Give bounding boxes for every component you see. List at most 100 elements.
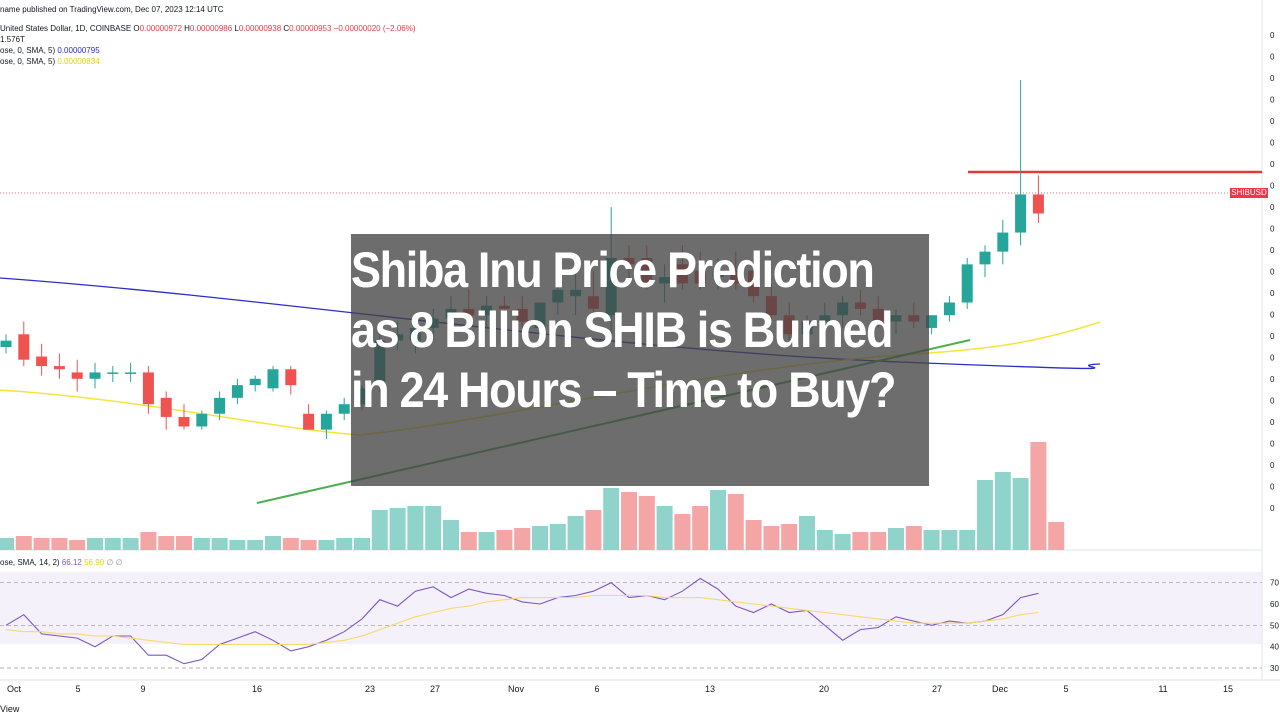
rsi-value: 66.12 [61, 558, 82, 567]
price-axis-tick: 0 [1270, 117, 1275, 126]
symbol-line: United States Dollar, 1D, COINBASE O 0.00… [0, 23, 416, 34]
volume-bar [354, 538, 370, 550]
price-axis-tick: 0 [1270, 483, 1275, 492]
volume-bar [994, 472, 1011, 550]
volume-bar [692, 506, 709, 550]
volume-bar [211, 538, 228, 550]
volume-bar [603, 488, 620, 550]
symbol-label: United States Dollar, 1D, COINBASE [0, 24, 132, 33]
volume-bar [977, 480, 993, 550]
volume-bar [638, 496, 655, 550]
candle-body [0, 340, 12, 347]
price-axis-tick: 0 [1270, 289, 1275, 298]
volume-bar [870, 532, 887, 550]
price-axis-tick: 0 [1270, 139, 1275, 148]
volume-bar [941, 530, 958, 550]
volume-bar [710, 490, 726, 550]
volume-bar [247, 540, 264, 550]
volume-bar [0, 538, 14, 550]
candle-body [267, 369, 279, 389]
volume-bar [425, 506, 442, 550]
time-axis-tick: 15 [1223, 684, 1233, 694]
time-axis-tick: 11 [1158, 684, 1167, 694]
volume-bar [229, 540, 246, 550]
volume-bar [745, 520, 762, 550]
ohlc-high-label: H [184, 24, 190, 33]
price-tag: SHIBUSD [1230, 188, 1268, 198]
rsi-band [0, 572, 1262, 644]
rsi-line [5, 577, 1039, 665]
ohlc-high: 0.00000986 [189, 24, 233, 33]
sma1-legend: ose, 0, SMA, 5) 0.00000795 [0, 45, 100, 56]
candle-body [125, 372, 137, 374]
volume-bar [923, 530, 940, 550]
candle-body [89, 372, 101, 379]
price-axis-tick: 0 [1270, 354, 1275, 363]
volume-bar [87, 538, 103, 550]
time-axis-tick: 13 [705, 684, 715, 694]
volume-bar [300, 540, 317, 550]
volume-bar [1048, 522, 1065, 550]
price-axis-tick: 0 [1270, 74, 1275, 83]
candle-body [178, 416, 190, 427]
volume-bar [727, 494, 744, 550]
ohlc-open-label: O [133, 24, 140, 33]
volume-bar [336, 538, 353, 550]
volume-bar [959, 530, 976, 550]
volume-bar [567, 516, 584, 550]
sma1-label: ose, 0, SMA, 5) [0, 46, 56, 55]
volume-bar [478, 532, 495, 550]
candle-body [320, 413, 332, 430]
volume-bar [763, 526, 780, 550]
candle-body [303, 413, 315, 430]
volume-bar [460, 532, 477, 550]
volume-bar [176, 536, 192, 550]
volume-bar [69, 540, 86, 550]
candle-body [231, 385, 243, 398]
time-axis-tick: 6 [594, 684, 599, 694]
candle-body [943, 302, 955, 316]
volume-bar [33, 538, 50, 550]
volume-bar [282, 538, 299, 550]
volume-bar [1012, 478, 1029, 550]
volume-bar [905, 526, 922, 550]
candle-body [285, 369, 297, 386]
volume-bar [888, 528, 904, 550]
price-axis-tick: 0 [1270, 31, 1275, 40]
price-axis-tick: 0 [1270, 332, 1275, 341]
ohlc-low-label: L [234, 24, 239, 33]
candle-body [214, 397, 226, 414]
time-axis-tick: Dec [992, 684, 1009, 694]
candle-body [160, 397, 172, 417]
price-axis-tick: 0 [1270, 246, 1275, 255]
rsi-axis-tick: 30 [1270, 664, 1279, 673]
candle-body [338, 404, 350, 414]
time-axis-tick: 16 [252, 684, 262, 694]
rsi-label: ose, SMA, 14, 2) [0, 558, 60, 567]
candle-body [926, 315, 938, 328]
candle-body [249, 378, 261, 386]
rsi-axis-tick: 50 [1270, 621, 1279, 630]
rsi-ma-line [5, 594, 1039, 646]
candle-body [961, 264, 973, 303]
volume-bar [193, 538, 210, 550]
price-axis-tick: 0 [1270, 397, 1275, 406]
rsi-axis-tick: 40 [1270, 643, 1279, 652]
rsi-axis-tick: 70 [1270, 579, 1279, 588]
price-axis-tick: 0 [1270, 182, 1275, 191]
rsi-extra: ∅ ∅ [106, 558, 123, 567]
volume-bar [834, 534, 851, 550]
volume-bar [799, 516, 815, 550]
volume-bar [621, 492, 637, 550]
candle-body [979, 251, 991, 265]
volume-bar [389, 508, 406, 550]
price-axis-tick: 0 [1270, 203, 1275, 212]
price-axis-tick: 0 [1270, 96, 1275, 105]
price-axis-tick: 0 [1270, 53, 1275, 62]
volume-bar [140, 532, 157, 550]
volume-bar [1030, 442, 1047, 550]
candle-body [142, 372, 154, 405]
volume-bar [407, 506, 424, 550]
sma2-legend: ose, 0, SMA, 5) 0.00000834 [0, 56, 100, 67]
price-axis-tick: 0 [1270, 504, 1275, 513]
